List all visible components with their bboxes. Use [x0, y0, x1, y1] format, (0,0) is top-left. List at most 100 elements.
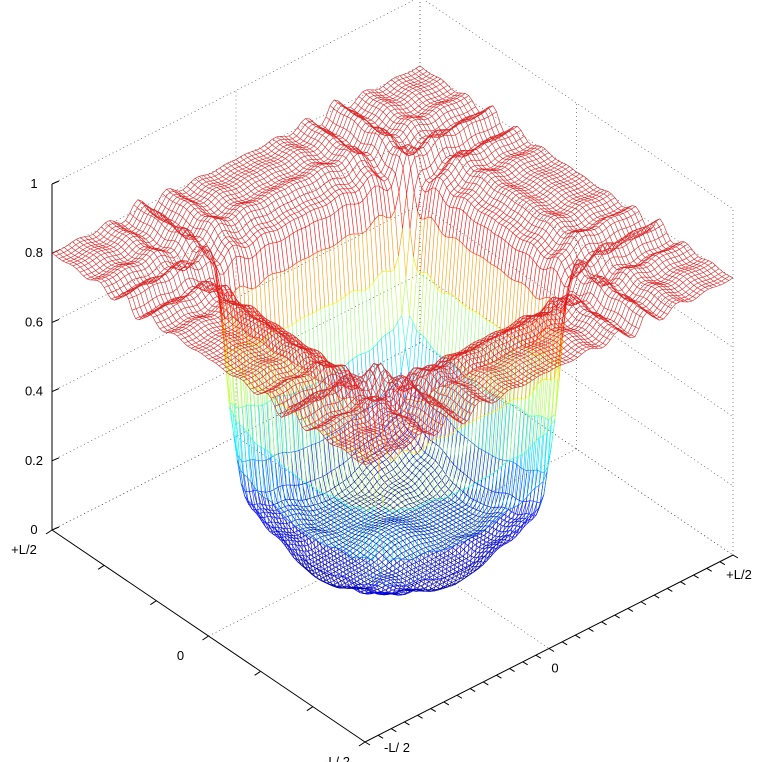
mesh-segment [169, 270, 174, 278]
mesh-segment [268, 197, 273, 204]
mesh-segment [136, 278, 140, 284]
mesh-segment [215, 216, 220, 219]
mesh-segment [347, 145, 353, 151]
mesh-segment [204, 197, 208, 200]
mesh-segment [222, 204, 226, 209]
mesh-segment [435, 86, 440, 91]
z-grid-line [51, 0, 734, 210]
mesh-segment [90, 275, 96, 278]
mesh-segment [379, 100, 385, 104]
mesh-segment [141, 238, 146, 243]
mesh-segment [79, 240, 85, 243]
mesh-segment [272, 192, 277, 196]
mesh-segment [152, 283, 158, 286]
mesh-segment [205, 277, 210, 282]
mesh-segment [357, 99, 363, 106]
mesh-segment [325, 248, 330, 306]
mesh-segment [279, 170, 284, 175]
mesh-segment [276, 141, 280, 145]
mesh-segment [439, 113, 444, 118]
mesh-segment [301, 215, 306, 228]
mesh-segment [370, 122, 375, 125]
mesh-segment [311, 162, 316, 165]
mesh-segment [378, 135, 383, 141]
mesh-segment [434, 97, 439, 101]
mesh-segment [276, 272, 281, 330]
mesh-segment [144, 268, 149, 276]
mesh-segment [331, 153, 336, 156]
mesh-segment [432, 104, 438, 108]
mesh-segment [480, 118, 485, 121]
mesh-segment [320, 147, 326, 153]
mesh-segment [125, 264, 130, 268]
mesh-segment [367, 174, 372, 179]
mesh-segment [247, 287, 252, 290]
mesh-segment [165, 206, 169, 210]
mesh-segment [203, 174, 208, 176]
mesh-segment [196, 247, 201, 253]
mesh-segment [117, 266, 122, 270]
mesh-segment [98, 246, 103, 249]
mesh-segment [298, 175, 303, 178]
mesh-segment [287, 175, 292, 178]
mesh-segment [345, 167, 350, 176]
mesh-segment [131, 228, 137, 232]
mesh-segment [78, 256, 82, 259]
mesh-segment [182, 209, 187, 218]
mesh-segment [413, 85, 418, 87]
mesh-segment [427, 118, 432, 124]
mesh-segment [225, 237, 230, 242]
mesh-segment [119, 262, 124, 265]
mesh-segment [223, 217, 229, 220]
mesh-segment [336, 141, 341, 145]
mesh-segment [311, 199, 316, 204]
mesh-segment [430, 102, 434, 105]
mesh-segment [136, 271, 141, 278]
mesh-segment [387, 102, 392, 106]
mesh-segment [243, 190, 248, 195]
mesh-segment [107, 238, 112, 242]
mesh-segment [169, 276, 174, 281]
x-tick [364, 741, 371, 746]
mesh-segment [282, 148, 287, 153]
mesh-segment [235, 186, 241, 190]
mesh-segment [449, 95, 455, 99]
mesh-segment [100, 282, 105, 288]
mesh-segment [364, 111, 369, 117]
mesh-segment [120, 226, 124, 230]
mesh-segment [349, 148, 355, 153]
mesh-segment [143, 214, 148, 224]
mesh-segment [156, 283, 161, 295]
mesh-segment [496, 111, 501, 124]
mesh-segment [75, 247, 80, 251]
mesh-segment [409, 148, 414, 154]
mesh-segment [276, 170, 281, 173]
mesh-segment [188, 259, 193, 262]
mesh-segment [377, 95, 382, 98]
mesh-segment [394, 191, 400, 211]
mesh-segment [203, 205, 208, 208]
mesh-segment [417, 142, 422, 144]
mesh-segment [226, 201, 231, 205]
mesh-segment [288, 164, 293, 168]
mesh-segment [304, 155, 309, 157]
mesh-segment [304, 127, 309, 134]
mesh-segment [439, 87, 444, 91]
mesh-segment [335, 188, 340, 192]
mesh-segment [357, 139, 361, 144]
mesh-segment [333, 242, 338, 247]
floor-back-edge [51, 342, 734, 556]
mesh-segment [344, 174, 350, 178]
mesh-segment [303, 164, 308, 169]
mesh-segment [229, 172, 235, 177]
mesh-segment [239, 162, 244, 166]
mesh-segment [428, 83, 433, 87]
mesh-segment [262, 159, 267, 162]
mesh-segment [334, 155, 340, 161]
mesh-segment [286, 148, 291, 151]
mesh-segment [418, 73, 424, 77]
mesh-segment [224, 213, 229, 218]
mesh-segment [304, 177, 310, 181]
mesh-segment [356, 353, 362, 357]
mesh-segment [338, 209, 342, 240]
